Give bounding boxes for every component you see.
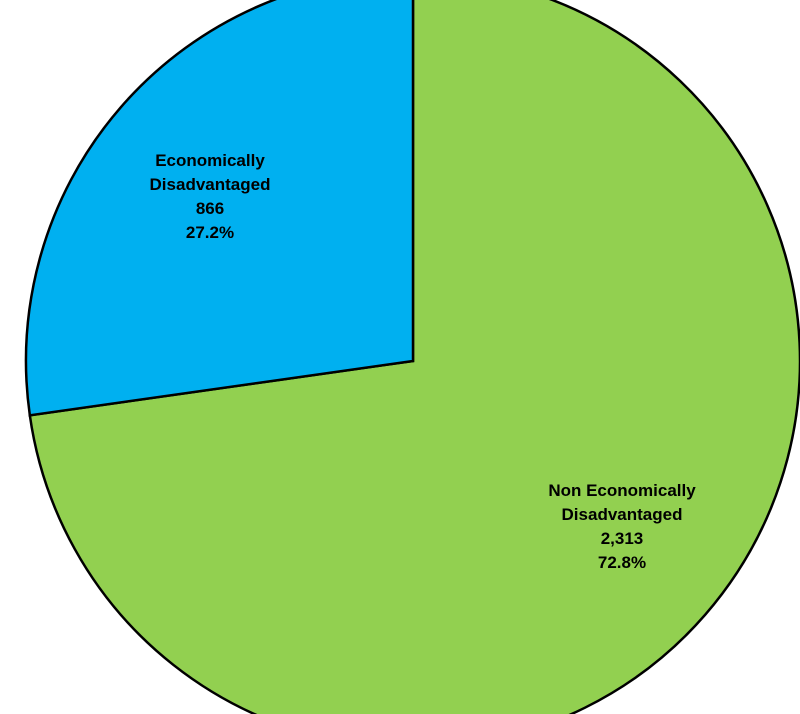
slice-value: 866 bbox=[196, 199, 224, 218]
slice-category-line: Non Economically bbox=[548, 481, 696, 500]
pie-labels: Economically Disadvantaged 866 27.2% Non Eco… bbox=[150, 151, 697, 572]
pie-slices bbox=[24, 0, 800, 714]
slice-category-line: Disadvantaged bbox=[150, 175, 271, 194]
pie-slice-label-1: Non Economically Disadvantaged 2,313 72.8% bbox=[548, 481, 696, 572]
slice-percent: 72.8% bbox=[598, 553, 646, 572]
slice-percent: 27.2% bbox=[186, 223, 234, 242]
slice-category-line: Economically bbox=[155, 151, 265, 170]
pie-slice-1 bbox=[28, 0, 800, 714]
slice-value: 2,313 bbox=[601, 529, 644, 548]
slice-category-line: Disadvantaged bbox=[562, 505, 683, 524]
pie-slice-0 bbox=[24, 0, 415, 417]
pie-slice-label-0: Economically Disadvantaged 866 27.2% bbox=[150, 151, 271, 242]
